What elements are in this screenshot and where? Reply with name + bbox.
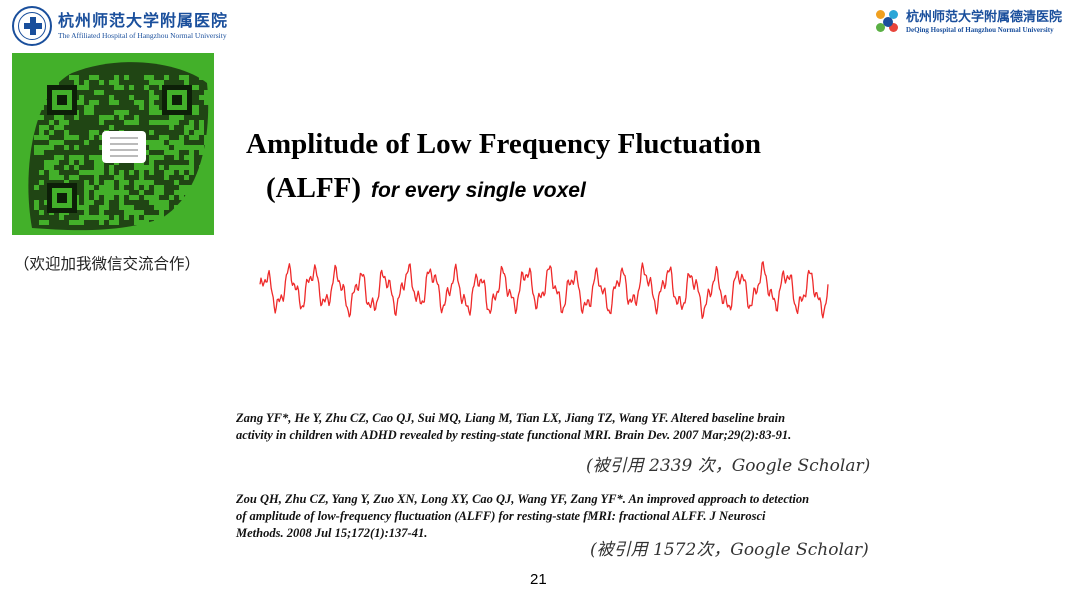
slide-subtitle-row: (ALFF) for every single voxel [266, 172, 586, 205]
qr-code-icon [12, 53, 214, 235]
right-logo-name-en: DeQing Hospital of Hangzhou Normal Unive… [905, 25, 1054, 34]
left-logo-name-cn: 杭州师范大学附属医院 [58, 10, 229, 30]
reference-2: Zou QH, Zhu CZ, Yang Y, Zuo XN, Long XY,… [236, 492, 810, 540]
right-hospital-logo: 杭州师范大学附属德清医院 DeQing Hospital of Hangzhou… [875, 9, 1062, 34]
flower-logo-icon [875, 10, 900, 34]
left-hospital-logo: 杭州师范大学附属医院 The Affiliated Hospital of Ha… [12, 6, 228, 46]
reference-1: Zang YF*, He Y, Zhu CZ, Cao QJ, Sui MQ, … [236, 411, 792, 442]
wechat-note: （欢迎加我微信交流合作） [14, 255, 201, 273]
citation-count-2: (被引用 1572次，Google Scholar) [590, 540, 869, 560]
bold-signal-trace [259, 261, 829, 319]
left-logo-name-en: The Affiliated Hospital of Hangzhou Norm… [58, 30, 227, 40]
hospital-seal-icon [12, 6, 52, 46]
slide-title: Amplitude of Low Frequency Fluctuation [246, 128, 762, 160]
slide-subtitle-note: for every single voxel [371, 179, 586, 202]
citation-count-1: (被引用 2339 次，Google Scholar) [586, 456, 871, 476]
slide-subtitle: (ALFF) [266, 172, 362, 204]
page-number: 21 [530, 571, 547, 588]
right-logo-name-cn: 杭州师范大学附属德清医院 [905, 9, 1062, 25]
